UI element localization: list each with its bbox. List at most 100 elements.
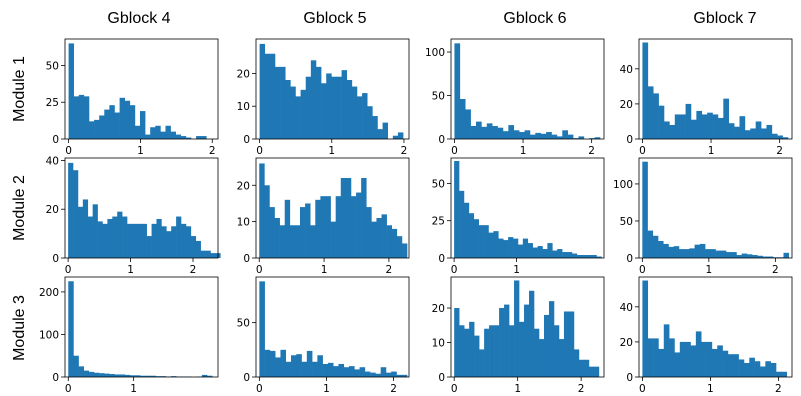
histogram-bar	[317, 355, 323, 377]
y-tick-label: 20	[237, 68, 250, 80]
histogram-bar	[469, 321, 475, 377]
histogram-bar	[647, 338, 654, 377]
axes-frame	[450, 38, 605, 140]
histogram-bar	[190, 236, 197, 258]
histogram-bar	[752, 255, 758, 258]
x-tick-label: 0	[639, 264, 646, 276]
histogram-bar	[401, 243, 408, 258]
y-tick-label: 20	[432, 303, 445, 315]
x-tick-label: 1	[513, 264, 520, 276]
histogram-bar	[481, 126, 488, 139]
histogram-bar	[720, 250, 727, 258]
histogram-bar	[766, 124, 773, 139]
histogram-bar	[117, 211, 123, 258]
histogram-bar	[300, 207, 306, 258]
histogram-bar	[136, 223, 143, 258]
histogram-bar	[104, 109, 110, 139]
histogram-bar	[553, 325, 560, 377]
histogram-bar	[586, 255, 592, 258]
histogram-bar	[73, 355, 79, 377]
histogram-bar	[767, 256, 774, 258]
y-tick-label: 20	[237, 180, 250, 192]
histogram-bar	[326, 73, 332, 139]
histogram-bar	[129, 105, 136, 139]
histogram-bar	[658, 105, 665, 139]
x-tick-label: 0	[451, 145, 458, 157]
histogram-bar	[397, 132, 404, 139]
histogram-bar	[534, 328, 540, 377]
histogram-bar	[296, 354, 302, 377]
y-tick-label: 50	[237, 318, 250, 330]
histogram-bar	[755, 121, 762, 139]
histogram-bar	[77, 206, 84, 258]
histogram-bar	[294, 225, 301, 258]
histogram-bar	[548, 301, 555, 377]
panel-r1-c1: 0 1 2 0 25 50	[46, 38, 219, 157]
axes-frame	[64, 276, 219, 378]
axes-frame	[638, 276, 793, 378]
histogram-bar	[134, 125, 141, 139]
x-tick-label: 2	[578, 383, 585, 395]
histogram-bar	[290, 86, 296, 139]
histogram-bar	[568, 311, 575, 377]
histogram-bar	[207, 375, 213, 377]
histogram-bar	[269, 350, 276, 377]
histogram-bar	[333, 366, 339, 377]
histogram-bar	[489, 325, 495, 377]
histogram-bar	[119, 374, 126, 377]
y-tick-label: 0	[438, 134, 445, 146]
histogram-bar	[371, 221, 377, 258]
histogram-bar	[396, 374, 403, 377]
histogram-bar	[279, 225, 286, 258]
histogram-bar	[571, 253, 578, 258]
histogram-bar	[642, 280, 649, 377]
histogram-bar	[733, 354, 739, 377]
row-label-module-3: Module 3	[11, 295, 28, 361]
axes-frame	[64, 157, 219, 259]
histogram-bar	[382, 122, 389, 139]
x-tick-label: 0	[256, 264, 263, 276]
histogram-bar	[210, 253, 216, 258]
histogram-bar	[381, 214, 387, 258]
x-tick-label: 0	[65, 145, 72, 157]
histogram-bar	[201, 136, 207, 139]
y-tick-label: 20	[620, 337, 633, 349]
histogram-bar	[367, 106, 373, 139]
histogram-bar	[728, 123, 735, 139]
histogram-bar	[508, 125, 515, 139]
x-tick-label: 1	[514, 383, 521, 395]
histogram-bar	[82, 199, 89, 258]
histogram-bar	[112, 216, 118, 258]
histogram-bar	[361, 178, 367, 258]
histogram-bar	[669, 338, 675, 377]
histogram-bar	[146, 236, 152, 258]
histogram-bar	[264, 53, 271, 139]
histogram-bar	[140, 375, 146, 377]
x-tick-label: 1	[328, 145, 335, 157]
column-title-gblock-7: Gblock 7	[693, 10, 756, 27]
histogram-bar	[725, 252, 732, 258]
histogram-bar	[341, 70, 348, 139]
x-tick-label: 1	[708, 145, 715, 157]
axes-frame	[255, 157, 410, 259]
histogram-bar	[155, 376, 162, 377]
histogram-bar	[73, 96, 80, 139]
histogram-bar	[269, 53, 276, 139]
histogram-bar	[706, 341, 713, 377]
x-tick-label: 2	[390, 383, 397, 395]
histogram-bar	[463, 202, 470, 258]
y-tick-label: 0	[243, 253, 250, 265]
column-title-gblock-6: Gblock 6	[503, 10, 566, 27]
histogram-bar	[114, 374, 120, 377]
histogram-bar	[783, 252, 790, 258]
histogram-bar	[484, 328, 490, 377]
histogram-bar	[727, 354, 734, 377]
histogram-bar	[92, 204, 98, 258]
histogram-bar	[504, 304, 510, 377]
y-tick-label: 50	[432, 178, 445, 190]
histogram-bar	[757, 255, 763, 258]
histogram-bar	[185, 226, 192, 258]
column-title-gblock-4: Gblock 4	[107, 10, 170, 27]
